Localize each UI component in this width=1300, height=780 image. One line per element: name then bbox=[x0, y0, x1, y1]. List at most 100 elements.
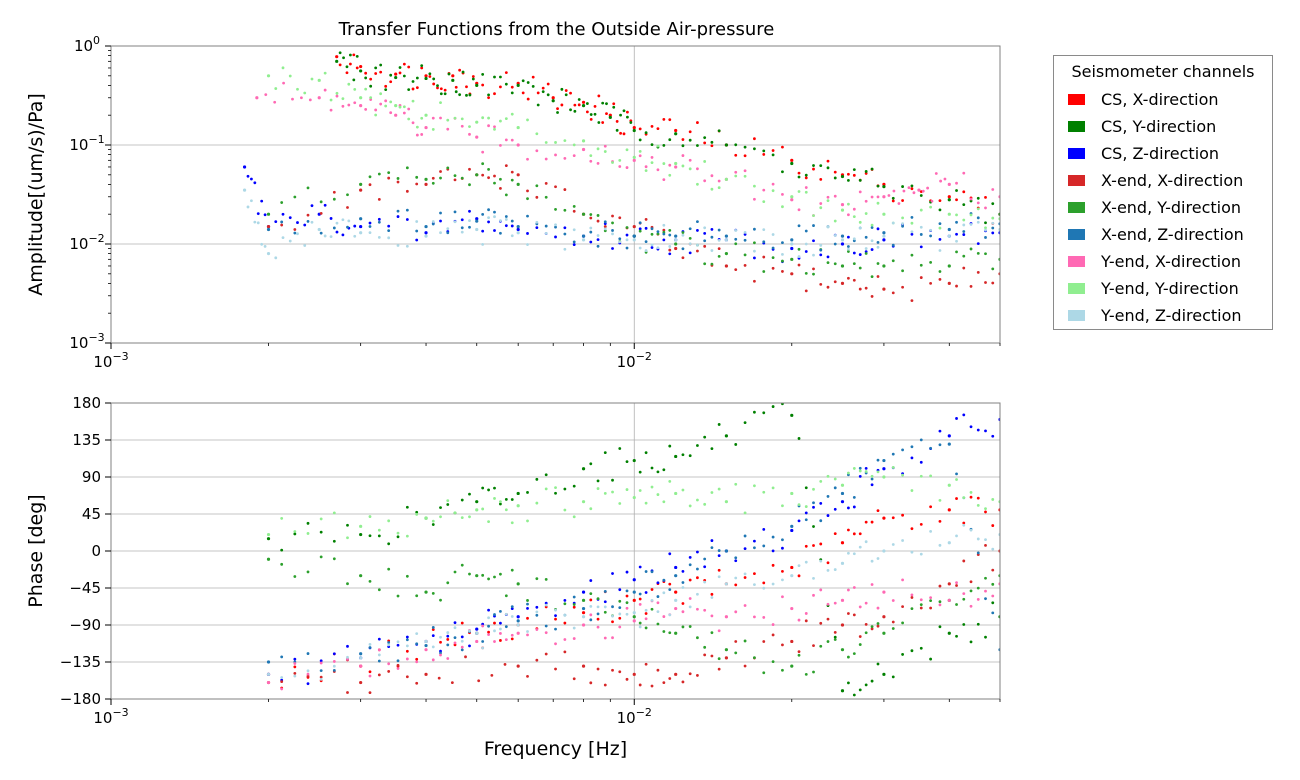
data-point bbox=[554, 642, 557, 646]
data-point bbox=[306, 213, 310, 217]
data-point bbox=[405, 638, 409, 642]
data-point bbox=[969, 223, 973, 226]
data-point bbox=[384, 84, 388, 88]
data-point bbox=[439, 219, 442, 223]
data-point bbox=[612, 105, 616, 109]
data-point bbox=[710, 144, 714, 148]
data-point bbox=[572, 677, 576, 681]
data-point bbox=[947, 264, 951, 268]
data-point bbox=[717, 568, 721, 572]
data-point bbox=[396, 177, 400, 180]
data-point bbox=[668, 444, 672, 448]
data-point bbox=[499, 177, 502, 181]
data-point bbox=[603, 227, 607, 231]
data-point bbox=[346, 225, 349, 229]
data-point bbox=[526, 602, 529, 606]
data-point bbox=[819, 248, 823, 252]
data-point bbox=[681, 233, 685, 237]
data-point bbox=[572, 143, 576, 147]
data-point bbox=[603, 225, 607, 228]
data-point bbox=[563, 621, 567, 625]
data-point bbox=[668, 613, 672, 617]
data-point bbox=[781, 192, 784, 196]
data-point bbox=[439, 651, 442, 655]
data-point bbox=[847, 681, 850, 685]
data-point bbox=[405, 675, 409, 679]
data-point bbox=[681, 680, 685, 684]
data-point bbox=[468, 167, 471, 171]
data-point bbox=[962, 597, 966, 601]
data-point bbox=[465, 93, 468, 97]
data-point bbox=[833, 219, 837, 223]
data-point bbox=[891, 243, 895, 247]
data-point bbox=[306, 219, 310, 223]
data-point bbox=[387, 670, 391, 673]
data-point bbox=[717, 238, 721, 242]
data-point bbox=[310, 77, 314, 81]
data-point bbox=[499, 632, 502, 635]
data-point bbox=[454, 85, 458, 89]
data-point bbox=[431, 116, 435, 120]
data-point bbox=[753, 572, 756, 576]
data-point bbox=[554, 608, 557, 612]
data-point bbox=[681, 138, 685, 141]
data-point bbox=[405, 505, 409, 509]
data-point bbox=[415, 510, 419, 514]
data-point bbox=[446, 631, 450, 634]
data-point bbox=[743, 263, 747, 267]
data-point bbox=[306, 652, 310, 655]
data-point bbox=[266, 680, 271, 685]
y-tick-label: 45 bbox=[82, 505, 101, 523]
data-point bbox=[891, 221, 895, 225]
data-point bbox=[901, 605, 904, 609]
data-point bbox=[976, 242, 980, 246]
data-point bbox=[650, 232, 654, 236]
data-point bbox=[804, 619, 808, 623]
data-point bbox=[572, 515, 576, 519]
data-point bbox=[938, 429, 942, 433]
data-point bbox=[812, 644, 815, 648]
data-point bbox=[544, 577, 548, 581]
data-point bbox=[405, 189, 409, 193]
data-point bbox=[840, 483, 845, 487]
data-point bbox=[288, 239, 292, 243]
data-point bbox=[348, 53, 352, 57]
data-point bbox=[510, 615, 514, 618]
data-point bbox=[274, 87, 278, 90]
data-point bbox=[451, 78, 455, 82]
data-point bbox=[618, 447, 622, 450]
data-point bbox=[481, 73, 485, 76]
data-point bbox=[638, 221, 642, 225]
data-point bbox=[938, 625, 942, 629]
data-point bbox=[852, 652, 856, 656]
data-point bbox=[632, 158, 636, 162]
data-point bbox=[804, 186, 808, 189]
data-point bbox=[929, 260, 933, 264]
data-point bbox=[468, 629, 471, 633]
data-point bbox=[943, 177, 947, 181]
data-point bbox=[601, 121, 605, 124]
data-point bbox=[451, 74, 455, 78]
legend-item-xend-y: X-end, Y-direction bbox=[1068, 197, 1241, 217]
data-point bbox=[638, 229, 642, 233]
data-point bbox=[453, 116, 457, 120]
data-point bbox=[439, 635, 442, 639]
data-point bbox=[644, 240, 648, 244]
data-point bbox=[947, 598, 951, 602]
data-point bbox=[415, 76, 419, 80]
data-point bbox=[703, 608, 707, 612]
data-point bbox=[319, 231, 323, 235]
data-point bbox=[891, 291, 895, 295]
data-point bbox=[840, 234, 845, 238]
data-point bbox=[858, 178, 862, 182]
data-point bbox=[446, 499, 450, 502]
data-point bbox=[864, 170, 868, 173]
data-point bbox=[460, 621, 464, 625]
data-point bbox=[364, 87, 368, 91]
data-point bbox=[504, 508, 508, 512]
data-point bbox=[962, 523, 966, 527]
data-point bbox=[717, 487, 721, 491]
data-point bbox=[460, 635, 464, 639]
data-point bbox=[581, 500, 586, 504]
data-point bbox=[938, 277, 942, 281]
